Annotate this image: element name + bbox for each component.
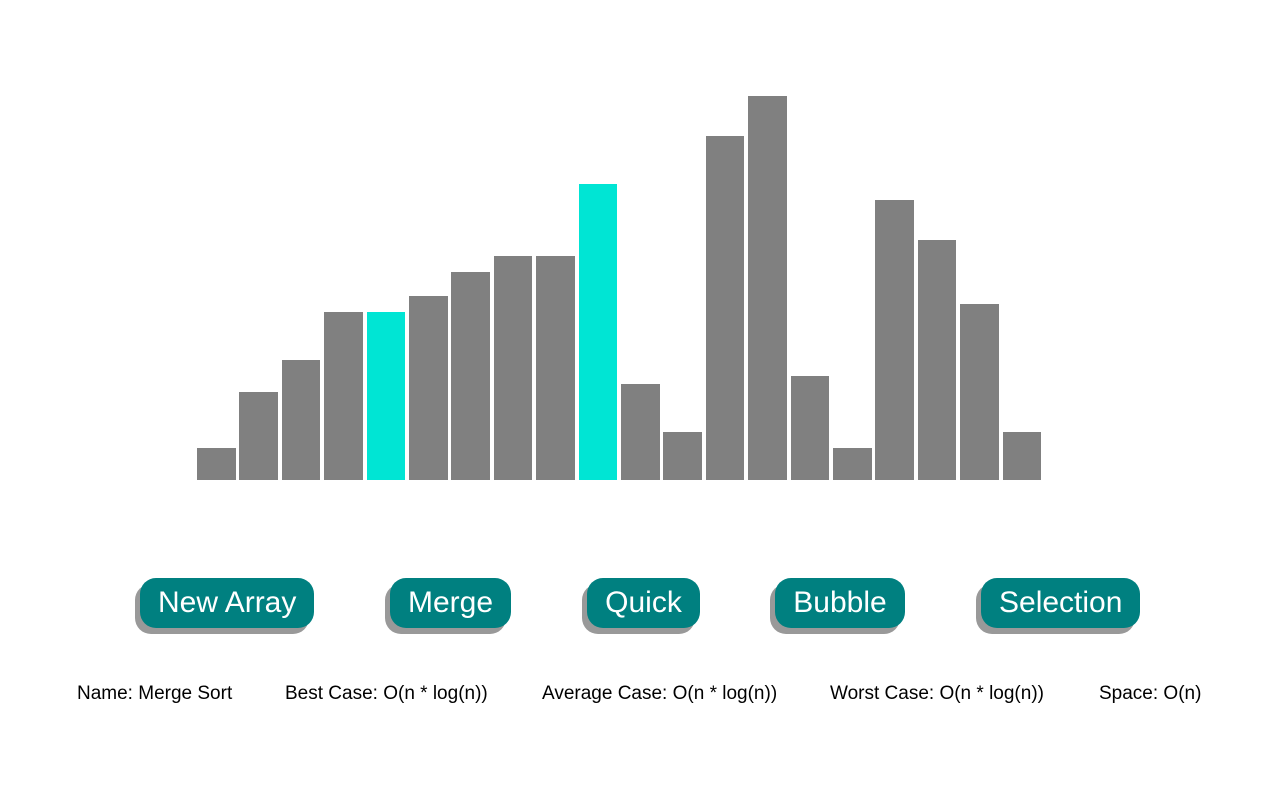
quick-sort-button[interactable]: Quick [587,578,700,628]
array-bar [748,96,787,480]
algorithm-name: Name: Merge Sort [77,683,233,704]
worst-case-complexity: Worst Case: O(n * log(n)) [830,683,1044,704]
array-bar [621,384,660,480]
bubble-sort-button[interactable]: Bubble [775,578,905,628]
array-bar-highlighted [578,184,618,480]
array-bar [875,200,914,480]
space-complexity: Space: O(n) [1099,683,1202,704]
array-bar [917,240,957,480]
array-bar [833,448,872,480]
array-bars-container [197,96,1042,480]
controls-toolbar: New Array Merge Quick Bubble Selection [0,578,1280,638]
array-bar [239,392,278,480]
array-bar [960,304,999,480]
array-bar [705,136,745,480]
array-bar-highlighted [366,312,406,480]
array-bar [790,376,830,480]
array-bar [493,256,533,480]
array-bar [197,448,236,480]
average-case-complexity: Average Case: O(n * log(n)) [542,683,778,704]
new-array-button[interactable]: New Array [140,578,314,628]
best-case-complexity: Best Case: O(n * log(n)) [285,683,488,704]
merge-sort-button[interactable]: Merge [390,578,511,628]
array-bar [536,256,575,480]
array-bar [451,272,490,480]
array-bar [281,360,321,480]
array-bar [663,432,702,480]
algorithm-info: Name: Merge Sort Best Case: O(n * log(n)… [0,683,1280,707]
array-bar [409,296,448,480]
array-bar [1002,432,1042,480]
selection-sort-button[interactable]: Selection [981,578,1140,628]
array-bar [324,312,363,480]
